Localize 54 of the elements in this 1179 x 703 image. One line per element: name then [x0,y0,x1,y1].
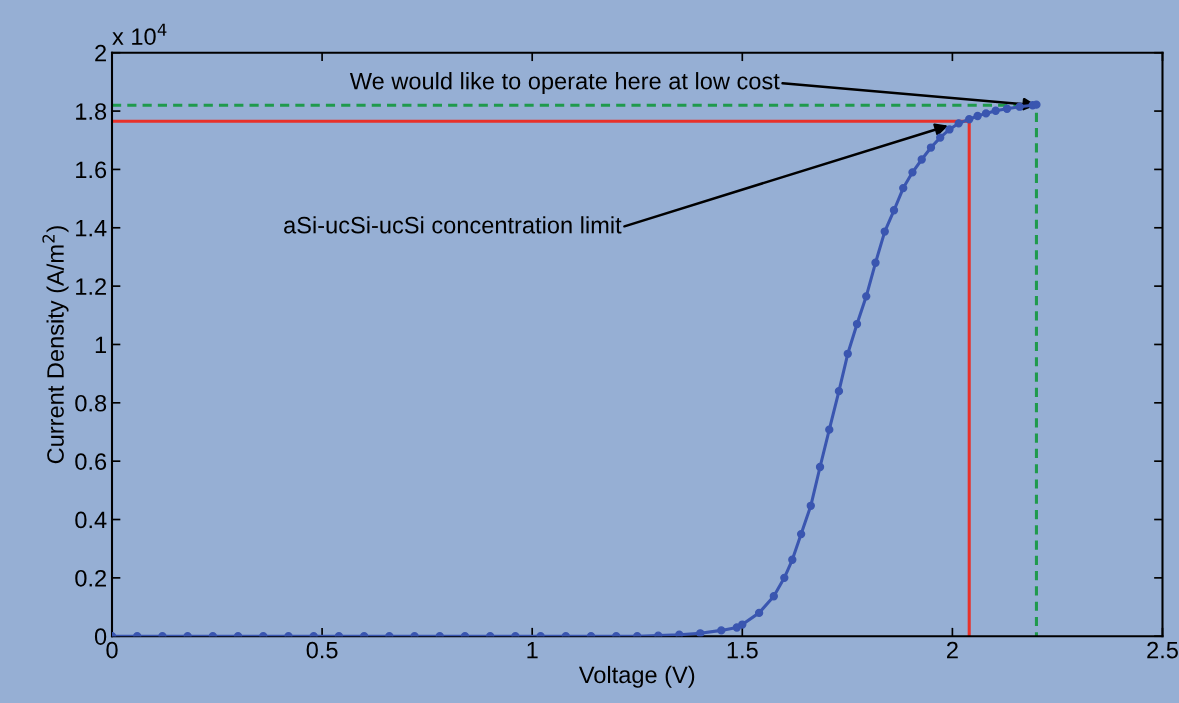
point [717,626,726,635]
point [880,227,889,236]
text: x 10$^{4}$ [112,23,167,45]
point [769,592,778,601]
y-tick-label: 1.8 [76,103,107,120]
point [815,462,825,472]
point [991,106,1000,115]
point [696,629,705,637]
point [738,620,747,629]
y-tick-label: 1 [95,336,106,354]
point [954,119,963,128]
y-tick-label: 0.8 [75,394,107,412]
point [871,258,880,267]
y-tick-label: 0.6 [75,453,107,470]
point [788,555,797,564]
x-axis-title: Voltage (V) [578,665,695,688]
x-tick-label: 1 [527,641,538,659]
point [965,115,974,124]
point [806,501,815,510]
y-tick-label: 2 [95,44,106,62]
point [981,109,991,118]
x-tick-label: 1.5 [727,641,758,659]
point [675,630,684,637]
point [917,155,926,164]
x-tick-label: 0.5 [306,641,338,659]
x-tick-label: 2 [947,641,958,659]
point [945,125,954,134]
y-tick-label: 1.2 [76,278,106,295]
point [862,292,871,301]
y-tick-label: 0.4 [75,511,107,529]
point [852,319,862,329]
point [926,143,936,152]
y-tick-label: 0.2 [75,569,106,587]
x-tick-label: 2.5 [1147,641,1178,659]
point [843,349,852,358]
point [1015,102,1024,111]
point [796,529,806,539]
point [899,183,908,193]
y-tick-label: 1.4 [76,220,107,237]
y-tick-label: 0 [94,628,107,645]
point [1002,104,1012,113]
point [908,168,917,177]
point [780,573,789,583]
point [834,386,844,396]
y-axis-title: Current Density (A/m$^{2}$) [42,226,69,464]
point [825,425,834,434]
point [754,608,764,618]
point [889,206,899,215]
annotation: aSi-ucSi-ucSi concentration limit [284,216,622,234]
point [973,111,982,121]
y-tick-label: 1.6 [76,161,107,179]
point [936,133,945,142]
annotation: We would like to operate here at low cost [349,72,780,95]
x-tick-label: 0 [106,641,118,659]
